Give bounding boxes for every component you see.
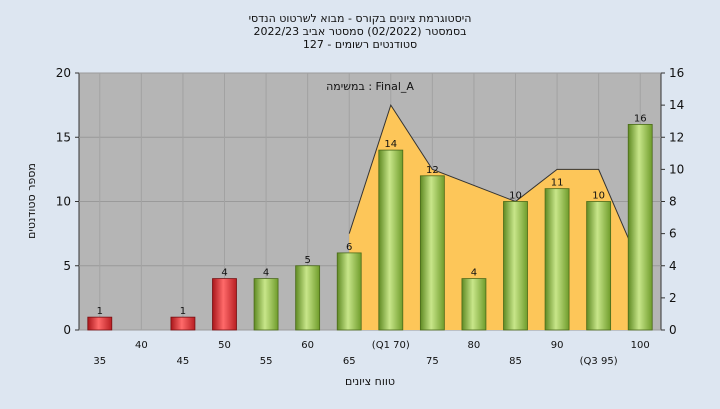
- y-left-tick-15: 15: [56, 130, 71, 144]
- x-tick-40: 40: [135, 340, 148, 351]
- data-label-85: 10: [509, 191, 522, 202]
- x-tick-75: 75: [426, 356, 439, 367]
- x-tick-45: 45: [177, 356, 190, 367]
- x-tick-90: 90: [551, 340, 564, 351]
- x-tick-50: 50: [218, 340, 231, 351]
- chart-title: היסטוגרמת ציונים בקורס - מבוא לשרטוט הנד…: [249, 12, 472, 51]
- y-axis-left: 0 5 10 15 20: [56, 66, 79, 337]
- y-axis-title: מספר סטודנטים: [25, 163, 38, 239]
- x-tick-85: 85: [509, 356, 522, 367]
- y-right-tick-14: 14: [669, 98, 684, 112]
- x-tick-70: (Q1 70): [372, 340, 410, 351]
- bar-100: [627, 124, 653, 331]
- y-right-tick-6: 6: [669, 227, 677, 241]
- x-tick-35: 35: [93, 356, 106, 367]
- data-label-45: 1: [180, 306, 186, 317]
- y-axis-right: 0 2 4 6 8 10 12 14 16: [661, 66, 684, 337]
- title-line-3: 127 - סטודנטים רשומים: [303, 38, 417, 51]
- x-tick-60: 60: [301, 340, 314, 351]
- bar-85: [503, 201, 528, 331]
- task-annotation: במשימה : Final_A: [326, 80, 414, 93]
- data-label-35: 1: [97, 306, 103, 317]
- data-label-95: 10: [592, 191, 605, 202]
- data-label-100: 16: [634, 113, 647, 124]
- x-tick-55: 55: [260, 356, 273, 367]
- bar-55: [253, 278, 279, 331]
- bar-50: [212, 278, 237, 331]
- y-right-tick-8: 8: [669, 195, 677, 209]
- data-label-65: 6: [346, 242, 352, 253]
- x-axis: 35 40 45 50 55 60 65 (Q1 70) 75 80 85 90 (Q3 95) 100: [93, 340, 649, 367]
- y-right-tick-4: 4: [669, 259, 677, 273]
- bar-90: [544, 188, 570, 331]
- bar-60: [295, 265, 321, 331]
- y-left-tick-10: 10: [56, 195, 71, 209]
- data-label-90: 11: [551, 178, 564, 189]
- y-right-tick-16: 16: [669, 66, 684, 80]
- y-right-tick-2: 2: [669, 291, 677, 305]
- bars: [87, 124, 653, 331]
- bar-45: [170, 316, 196, 331]
- y-right-tick-12: 12: [669, 130, 684, 144]
- y-right-tick-10: 10: [669, 162, 684, 176]
- data-label-70: 14: [384, 139, 397, 150]
- title-line-2: בסמסטר (02/2022) סמסטר אביב 2022/23: [253, 25, 466, 38]
- bar-35: [87, 316, 113, 331]
- bar-95: [586, 201, 612, 331]
- data-label-75: 12: [426, 165, 439, 176]
- y-left-tick-5: 5: [63, 259, 71, 273]
- bar-80: [461, 278, 487, 331]
- bar-75: [419, 175, 445, 331]
- x-axis-title: טווח ציונים: [345, 375, 395, 388]
- bar-70: [378, 149, 404, 331]
- bar-65: [336, 252, 362, 331]
- data-label-55: 4: [263, 268, 269, 279]
- y-left-tick-20: 20: [56, 66, 71, 80]
- x-tick-65: 65: [343, 356, 356, 367]
- x-tick-100: 100: [631, 340, 650, 351]
- data-label-50: 4: [221, 268, 227, 279]
- y-right-tick-0: 0: [669, 323, 677, 337]
- data-label-80: 4: [471, 268, 477, 279]
- x-tick-95: (Q3 95): [580, 356, 618, 367]
- y-left-tick-0: 0: [63, 323, 71, 337]
- title-line-1: היסטוגרמת ציונים בקורס - מבוא לשרטוט הנד…: [249, 12, 472, 25]
- x-tick-80: 80: [468, 340, 481, 351]
- data-label-60: 5: [304, 255, 310, 266]
